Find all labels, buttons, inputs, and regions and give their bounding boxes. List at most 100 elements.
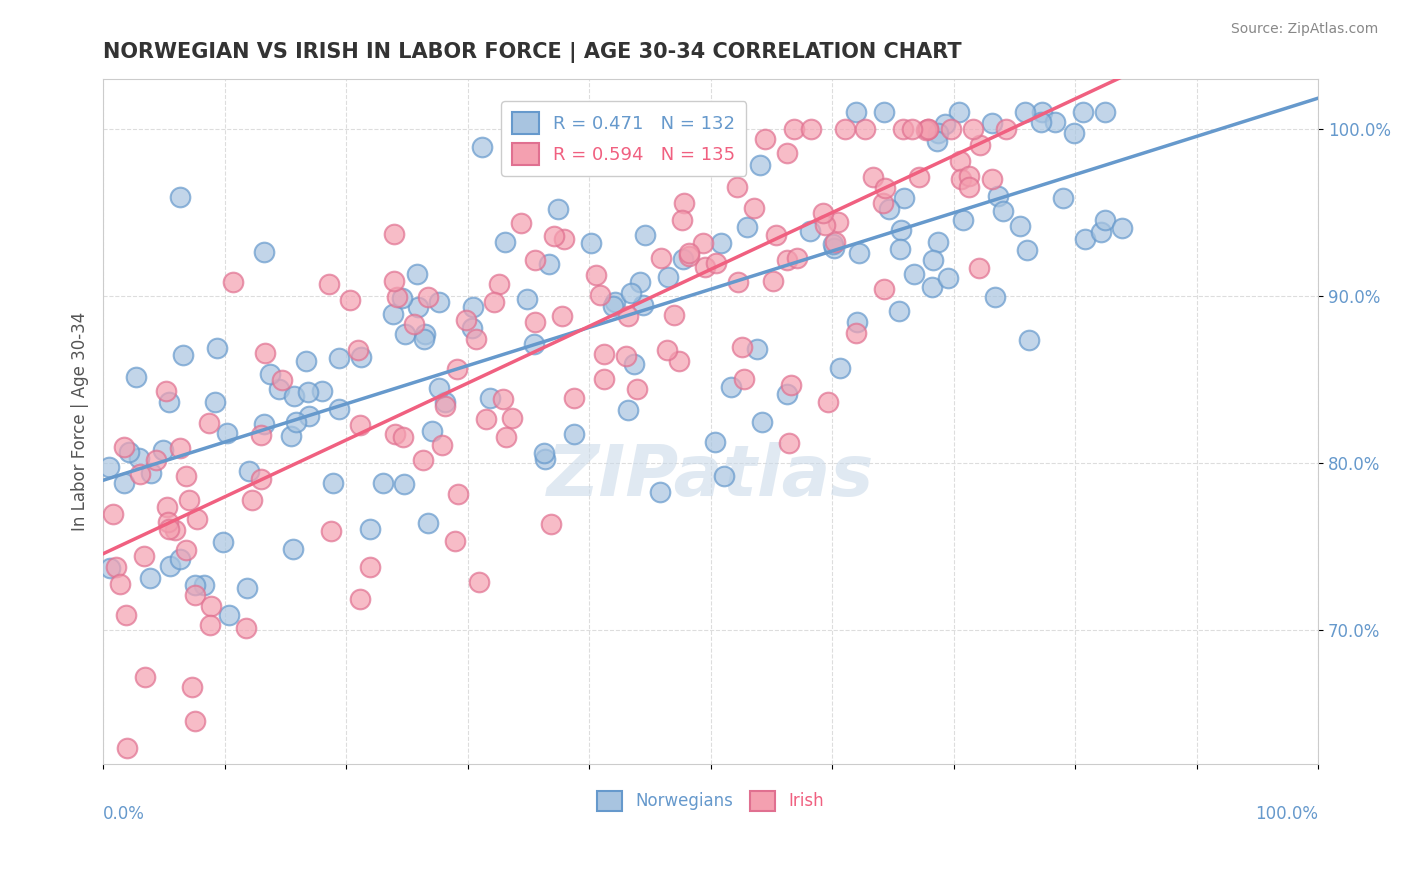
Point (205, 341, 228, 355)
Point (184, 589, 207, 603)
Point (917, 121, 939, 136)
Point (1017, 244, 1039, 258)
Point (628, 275, 651, 289)
Point (492, 392, 515, 406)
Point (253, 346, 276, 360)
Point (394, 326, 416, 341)
Point (163, 523, 186, 537)
Point (413, 332, 436, 346)
Point (382, 274, 405, 288)
Point (174, 469, 197, 483)
Point (283, 389, 305, 403)
Point (704, 434, 727, 449)
Point (957, 169, 980, 183)
Point (889, 242, 911, 256)
Point (562, 427, 585, 442)
Point (222, 276, 245, 290)
Point (328, 402, 350, 417)
Point (134, 670, 156, 684)
Text: 0.0%: 0.0% (103, 805, 145, 823)
Point (776, 252, 799, 267)
Point (1094, 105, 1116, 120)
Point (727, 276, 749, 290)
Point (169, 442, 191, 456)
Point (562, 391, 585, 405)
Point (156, 500, 179, 515)
Point (281, 541, 304, 556)
Point (108, 576, 131, 591)
Point (813, 219, 835, 233)
Point (614, 349, 637, 363)
Point (280, 428, 302, 442)
Point (391, 291, 413, 305)
Point (269, 382, 291, 396)
Point (284, 415, 307, 429)
Point (494, 235, 516, 250)
Point (710, 105, 733, 120)
Point (124, 369, 146, 384)
Point (779, 378, 801, 392)
Point (914, 123, 936, 137)
Point (198, 416, 221, 430)
Point (420, 424, 443, 438)
Point (250, 472, 273, 486)
Point (181, 680, 204, 694)
Point (456, 313, 478, 327)
Point (927, 235, 949, 249)
Point (463, 300, 485, 314)
Point (349, 417, 371, 432)
Point (447, 487, 470, 501)
Point (620, 286, 643, 301)
Point (678, 249, 700, 263)
Point (776, 386, 799, 401)
Point (848, 245, 870, 260)
Point (1014, 105, 1036, 120)
Point (1008, 219, 1031, 234)
Point (650, 485, 672, 500)
Point (433, 399, 456, 413)
Point (540, 516, 562, 531)
Point (981, 115, 1004, 129)
Point (704, 256, 727, 270)
Point (623, 358, 645, 372)
Point (538, 257, 561, 271)
Point (294, 354, 316, 368)
Point (159, 558, 181, 573)
Point (823, 237, 845, 252)
Point (384, 427, 406, 442)
Point (145, 453, 167, 467)
Point (413, 326, 436, 341)
Point (259, 367, 281, 381)
Point (470, 139, 492, 153)
Point (359, 559, 381, 574)
Point (339, 293, 361, 308)
Point (672, 252, 695, 266)
Point (724, 131, 747, 145)
Point (115, 608, 138, 623)
Point (749, 158, 772, 172)
Point (959, 180, 981, 194)
Point (204, 395, 226, 409)
Point (547, 202, 569, 216)
Point (117, 740, 139, 755)
Point (862, 169, 884, 184)
Point (543, 228, 565, 243)
Point (516, 292, 538, 306)
Point (523, 315, 546, 329)
Point (845, 105, 868, 120)
Point (765, 227, 787, 242)
Point (1063, 127, 1085, 141)
Point (713, 468, 735, 483)
Point (172, 348, 194, 362)
Point (993, 203, 1015, 218)
Point (751, 415, 773, 429)
Point (240, 493, 263, 508)
Point (193, 578, 215, 592)
Point (901, 121, 924, 136)
Point (253, 417, 276, 431)
Point (253, 244, 276, 259)
Point (952, 213, 974, 227)
Point (845, 326, 868, 341)
Point (1029, 115, 1052, 129)
Point (962, 121, 984, 136)
